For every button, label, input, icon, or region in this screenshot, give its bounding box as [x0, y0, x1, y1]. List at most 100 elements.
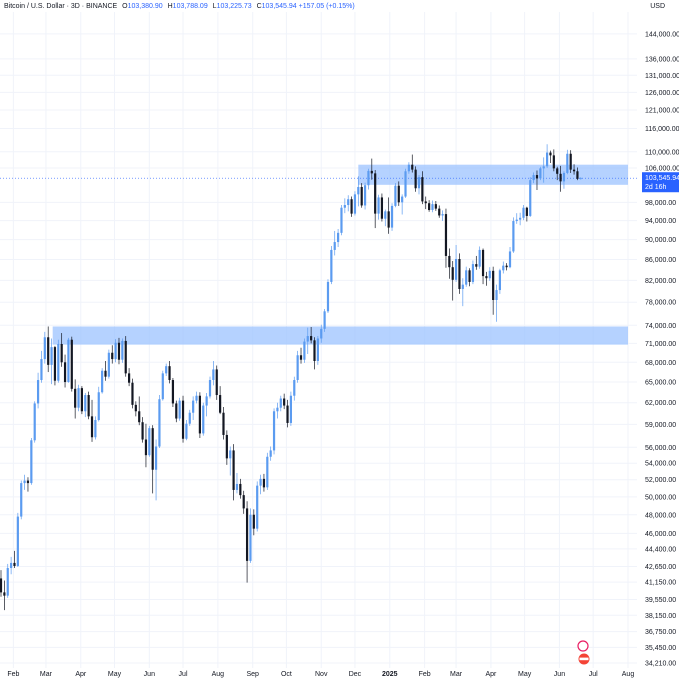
candle-body	[549, 152, 552, 156]
y-tick-label: 54,000.00	[645, 461, 676, 468]
candle-body	[53, 347, 57, 381]
x-tick-label: May	[108, 671, 122, 678]
candle-body	[468, 270, 471, 282]
symbol-title: Bitcoin / U.S. Dollar · 3D · BINANCE	[4, 3, 118, 10]
candle-body	[336, 232, 340, 243]
x-tick-label: 2025	[382, 671, 398, 678]
candle-body	[454, 258, 458, 280]
candle-body	[94, 420, 97, 438]
candle-body	[310, 336, 313, 341]
candle-body	[552, 155, 555, 169]
candle-body	[266, 456, 269, 488]
candle-body	[401, 196, 404, 203]
candle-body	[279, 398, 282, 408]
currency-label[interactable]: USD	[650, 3, 665, 10]
candle-body	[87, 395, 90, 417]
candle-body	[60, 344, 63, 363]
candle-body	[421, 177, 424, 202]
candle-body	[158, 399, 161, 447]
y-tick-label: 52,000.00	[645, 477, 676, 484]
x-tick-label: Apr	[485, 671, 497, 678]
candle-body	[525, 207, 528, 216]
candle-body	[134, 404, 137, 412]
y-tick-label: 38,150.00	[645, 613, 676, 620]
candle-body	[340, 207, 343, 233]
candle-body	[316, 338, 319, 362]
candle-body	[289, 395, 293, 423]
candle-body	[306, 336, 309, 342]
x-tick-label: Jul	[589, 671, 598, 678]
candle-body	[90, 416, 94, 438]
y-tick-label: 48,000.00	[645, 512, 676, 519]
candle-body	[478, 249, 481, 267]
y-tick-label: 71,000.00	[645, 341, 676, 348]
y-tick-label: 94,000.00	[645, 218, 676, 225]
x-tick-label: Jun	[144, 671, 155, 678]
candle-body	[293, 380, 296, 396]
candle-body	[232, 450, 235, 490]
close-value: 103,545.94	[261, 3, 297, 10]
candle-body	[70, 339, 73, 389]
y-tick-label: 39,550.00	[645, 597, 676, 604]
y-tick-label: 90,000.00	[645, 237, 676, 244]
candle-body	[235, 483, 239, 490]
candle-body	[545, 152, 549, 167]
candle-body	[208, 380, 212, 397]
candle-body	[323, 311, 326, 329]
candle-body	[104, 370, 107, 377]
candle-body	[475, 264, 478, 267]
candle-body	[50, 347, 53, 365]
event-icon	[577, 640, 589, 652]
candle-body	[424, 201, 427, 204]
close-label: C	[256, 3, 262, 10]
candle-body	[451, 267, 454, 280]
chart-header: Bitcoin / U.S. Dollar · 3D · BINANCE O10…	[4, 3, 355, 10]
candle-body	[434, 204, 437, 209]
y-tick-label: 59,000.00	[645, 422, 676, 429]
candle-body	[245, 508, 249, 561]
candle-body	[171, 380, 175, 404]
candle-body	[394, 185, 397, 206]
candle-body	[141, 422, 144, 440]
candle-body	[205, 396, 208, 406]
candle-body	[505, 265, 508, 268]
candle-body	[471, 264, 475, 282]
candle-body	[495, 290, 498, 300]
change-value: +157.05 (+0.15%)	[298, 3, 355, 10]
price-badge-countdown: 2d 16h	[645, 184, 667, 191]
y-tick-label: 41,150.00	[645, 580, 676, 587]
candle-body	[458, 258, 461, 289]
candle-body	[175, 403, 178, 419]
candle-body	[417, 177, 421, 189]
y-tick-label: 131,000.00	[645, 73, 679, 80]
candle-body	[286, 405, 289, 423]
candle-body	[444, 214, 448, 256]
candle-body	[296, 355, 299, 381]
candle-body	[532, 175, 535, 181]
y-tick-label: 46,000.00	[645, 531, 676, 538]
x-tick-label: Jul	[179, 671, 188, 678]
candle-body	[151, 428, 154, 470]
y-tick-label: 78,000.00	[645, 300, 676, 307]
candle-body	[441, 214, 444, 216]
candle-body	[481, 249, 485, 277]
candle-body	[43, 337, 46, 360]
candle-body	[215, 369, 218, 396]
candle-body	[320, 328, 323, 339]
candle-body	[67, 339, 70, 383]
x-tick-label: Dec	[349, 671, 362, 678]
candle-body	[347, 199, 350, 206]
x-tick-label: May	[518, 671, 532, 678]
candle-body	[185, 423, 188, 439]
candle-body	[299, 355, 303, 360]
candle-body	[77, 388, 80, 408]
candle-body	[438, 208, 441, 216]
candle-body	[539, 168, 542, 179]
candle-body	[272, 411, 276, 451]
candle-body	[535, 175, 539, 179]
candle-body	[542, 166, 545, 169]
x-tick-label: Aug	[212, 671, 225, 678]
candle-body	[269, 450, 272, 457]
candle-body	[148, 428, 151, 456]
